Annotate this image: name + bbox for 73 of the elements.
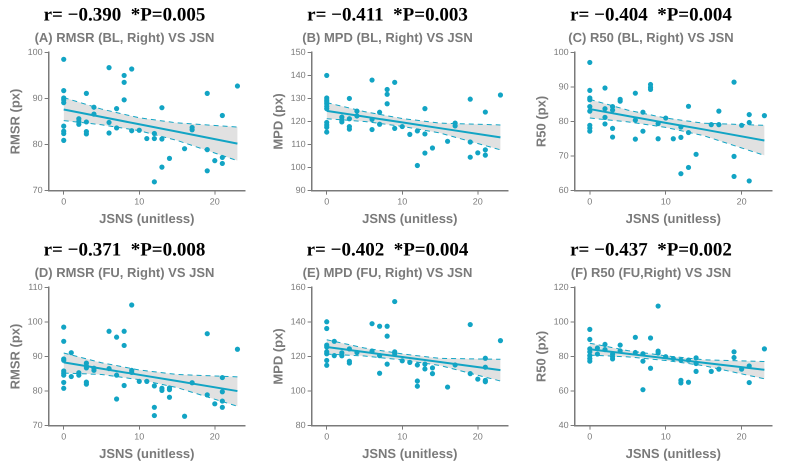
y-tick-label: 100 xyxy=(290,386,306,396)
x-axis-title: JSNS (unitless) xyxy=(626,210,721,226)
y-tick-label: 90 xyxy=(558,81,569,92)
y-tick-label: 150 xyxy=(290,46,306,57)
y-tick-label: 70 xyxy=(558,150,569,161)
chart-title: r= −0.402 *P=0.004 xyxy=(306,239,469,260)
y-tick-label: 80 xyxy=(296,420,306,430)
x-axis-title: JSNS (unitless) xyxy=(362,210,458,226)
chart-title: r= −0.390 *P=0.005 xyxy=(44,4,206,26)
chart-title: r= −0.371 *P=0.008 xyxy=(44,239,206,260)
y-axis-title: R50 (px) xyxy=(533,330,548,382)
y-tick-label: 70 xyxy=(32,185,43,196)
x-tick-label: 0 xyxy=(324,431,330,442)
x-tick-label: 20 xyxy=(210,196,220,206)
x-tick-label: 10 xyxy=(660,431,671,442)
x-tick-label: 0 xyxy=(324,196,330,206)
y-tick-label: 80 xyxy=(32,139,43,150)
y-tick-label: 100 xyxy=(554,316,569,326)
y-tick-label: 90 xyxy=(296,185,306,196)
y-tick-label: 110 xyxy=(291,139,306,150)
x-tick-label: 10 xyxy=(134,196,144,206)
x-tick-label: 20 xyxy=(736,196,747,206)
x-tick-label: 0 xyxy=(587,431,592,442)
y-tick-label: 40 xyxy=(558,420,569,430)
y-tick-label: 70 xyxy=(32,420,43,430)
y-tick-label: 120 xyxy=(290,350,306,361)
chart-title: r= −0.404 *P=0.004 xyxy=(570,4,732,26)
x-tick-label: 10 xyxy=(134,431,144,442)
y-tick-label: 90 xyxy=(32,92,43,103)
y-tick-label: 160 xyxy=(290,282,306,292)
y-tick-label: 110 xyxy=(28,282,43,292)
y-tick-label: 140 xyxy=(290,316,306,326)
y-tick-label: 80 xyxy=(32,386,43,396)
y-axis-title: RMSR (px) xyxy=(7,324,22,390)
x-tick-label: 20 xyxy=(736,431,747,442)
x-tick-label: 0 xyxy=(61,196,66,206)
y-axis-title: R50 (px) xyxy=(533,96,548,148)
x-axis-title: JSNS (unitless) xyxy=(99,210,194,226)
chart-subtitle: (E) MPD (FU, Right) VS JSN xyxy=(302,265,472,280)
y-tick-label: 100 xyxy=(28,316,43,326)
y-tick-label: 140 xyxy=(290,70,306,80)
x-tick-label: 10 xyxy=(397,196,408,206)
x-axis-title: JSNS (unitless) xyxy=(99,446,194,461)
x-tick-label: 0 xyxy=(61,431,66,442)
x-axis-title: JSNS (unitless) xyxy=(362,446,458,461)
x-tick-label: 20 xyxy=(472,196,483,206)
x-tick-label: 20 xyxy=(210,431,220,442)
x-tick-label: 20 xyxy=(472,431,483,442)
y-tick-label: 80 xyxy=(558,116,569,126)
x-axis-title: JSNS (unitless) xyxy=(626,446,721,461)
x-tick-label: 0 xyxy=(587,196,592,206)
chart-subtitle: (F) R50 (FU,Right) VS JSN xyxy=(570,265,732,280)
chart-subtitle: (B) MPD (BL, Right) VS JSN xyxy=(302,30,473,46)
x-tick-label: 10 xyxy=(660,196,671,206)
y-tick-label: 100 xyxy=(554,46,569,57)
y-axis-title: RMSR (px) xyxy=(7,88,22,154)
y-tick-label: 100 xyxy=(290,162,306,172)
x-tick-label: 10 xyxy=(397,431,408,442)
y-tick-label: 100 xyxy=(28,46,43,57)
y-tick-label: 60 xyxy=(558,386,569,396)
y-tick-label: 60 xyxy=(558,185,569,196)
y-axis-title: MPD (px) xyxy=(270,93,286,150)
chart-subtitle: (D) RMSR (FU, Right) VS JSN xyxy=(34,265,214,280)
y-tick-label: 120 xyxy=(290,116,306,126)
chart-title: r= −0.437 *P=0.002 xyxy=(570,239,732,260)
y-axis-title: MPD (px) xyxy=(270,328,286,385)
chart-subtitle: (C) R50 (BL, Right) VS JSN xyxy=(568,30,734,46)
y-tick-label: 80 xyxy=(558,350,569,361)
y-tick-label: 120 xyxy=(554,282,569,292)
chart-subtitle: (A) RMSR (BL, Right) VS JSN xyxy=(34,30,214,46)
y-tick-label: 90 xyxy=(32,350,43,361)
y-tick-label: 130 xyxy=(290,92,306,103)
chart-title: r= −0.411 *P=0.003 xyxy=(307,4,468,26)
